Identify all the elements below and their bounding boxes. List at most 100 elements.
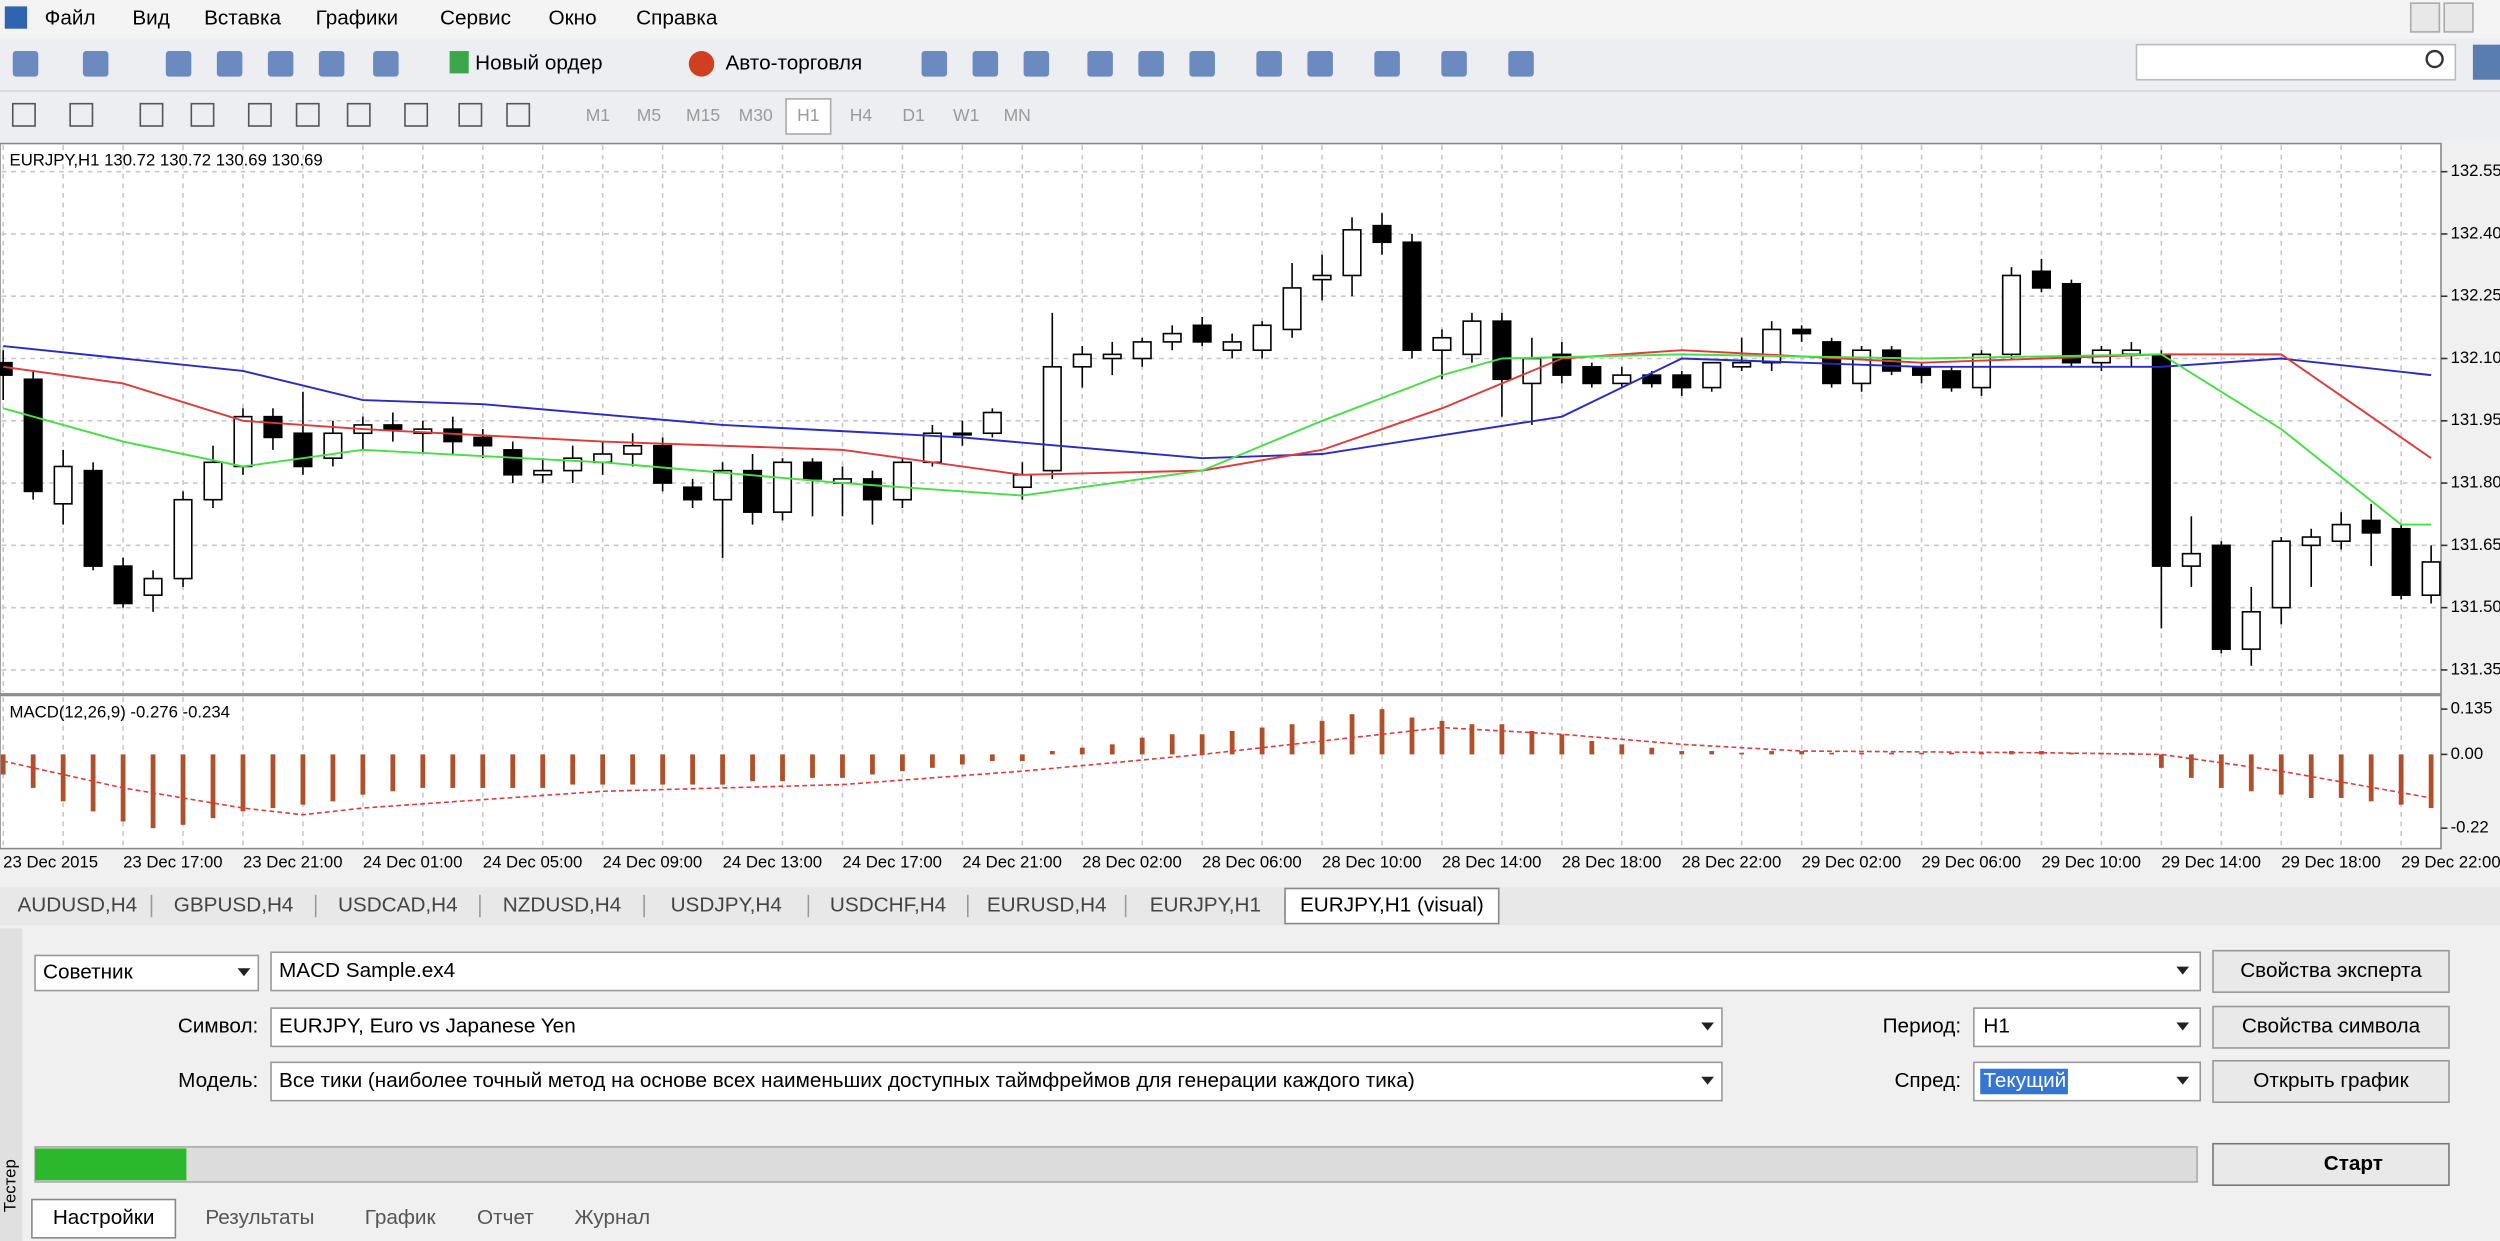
tool-icon[interactable] bbox=[295, 102, 320, 127]
toolbar-icon[interactable] bbox=[1189, 51, 1215, 77]
toolbar-icon[interactable] bbox=[1508, 51, 1534, 77]
candle-body bbox=[113, 565, 133, 605]
model-select[interactable] bbox=[270, 1061, 1723, 1102]
chart-tab[interactable]: USDCAD,H4 bbox=[338, 893, 458, 916]
tool-icon[interactable] bbox=[247, 102, 272, 127]
macd-bar bbox=[1289, 724, 1295, 755]
candle-body bbox=[683, 486, 703, 501]
toolbar-icon[interactable] bbox=[318, 51, 345, 77]
open-chart-text: Открыть график bbox=[2253, 1069, 2409, 1092]
menu-item[interactable]: Файл bbox=[45, 7, 96, 30]
menu-item[interactable]: Вставка bbox=[204, 7, 281, 30]
tester-tab[interactable]: График bbox=[365, 1206, 437, 1229]
candle-body bbox=[1252, 324, 1272, 352]
macd-bar bbox=[180, 754, 186, 825]
model-label: Модель: bbox=[178, 1069, 258, 1092]
chart-tab[interactable]: USDJPY,H4 bbox=[671, 893, 782, 916]
open-chart-button[interactable] bbox=[2212, 1059, 2450, 1104]
restore-button[interactable] bbox=[2443, 2, 2474, 33]
toolbar-icon[interactable] bbox=[1087, 51, 1113, 77]
chart-tab[interactable]: EURUSD,H4 bbox=[987, 893, 1107, 916]
chart-tab[interactable]: USDCHF,H4 bbox=[830, 893, 946, 916]
tool-icon[interactable] bbox=[190, 102, 215, 127]
macd-bar bbox=[2039, 751, 2044, 755]
type-select[interactable] bbox=[34, 954, 260, 992]
expert-properties-button[interactable] bbox=[2212, 949, 2450, 993]
toolbar-icon[interactable] bbox=[216, 51, 243, 77]
menu-item[interactable]: Справка bbox=[636, 7, 718, 30]
candle-body bbox=[0, 361, 13, 376]
macd-bar bbox=[1139, 737, 1145, 755]
menu-item[interactable]: Графики bbox=[316, 7, 398, 30]
toolbar-icon[interactable] bbox=[1023, 51, 1050, 77]
chart-tab[interactable]: EURJPY,H1 (visual) bbox=[1300, 893, 1484, 916]
timeframe-button[interactable]: M5 bbox=[637, 105, 662, 125]
expert-select[interactable] bbox=[270, 951, 2202, 992]
tool-icon[interactable] bbox=[11, 102, 36, 127]
toolbar-icon[interactable] bbox=[1441, 51, 1467, 77]
timeframe-button[interactable]: H4 bbox=[850, 105, 873, 125]
toolbar-icon[interactable] bbox=[267, 51, 294, 77]
timeframe-button[interactable]: M30 bbox=[739, 105, 773, 125]
tester-tab[interactable]: Настройки bbox=[53, 1206, 155, 1229]
toolbar-icon[interactable] bbox=[1138, 51, 1164, 77]
candle-body bbox=[443, 428, 463, 443]
macd-bar bbox=[540, 754, 546, 788]
tester-tab-active[interactable] bbox=[31, 1198, 177, 1239]
toolbar-icon[interactable] bbox=[1256, 51, 1282, 77]
chart-tab[interactable]: AUDUSD,H4 bbox=[17, 893, 137, 916]
tab-active[interactable] bbox=[1284, 887, 1500, 925]
toolbar-icon[interactable] bbox=[1374, 51, 1400, 77]
menu-item[interactable]: Окно bbox=[548, 7, 596, 30]
timeframe-button[interactable]: D1 bbox=[902, 105, 924, 125]
toolbar-icon[interactable] bbox=[82, 51, 109, 77]
macd-bar bbox=[900, 754, 905, 772]
chart-tab[interactable]: NZDUSD,H4 bbox=[503, 893, 622, 916]
timeframe-button[interactable]: M15 bbox=[686, 105, 720, 125]
toolbar-icon[interactable] bbox=[373, 51, 399, 77]
symbol-properties-text: Свойства символа bbox=[2242, 1015, 2421, 1038]
macd-bar bbox=[420, 754, 426, 788]
tool-icon[interactable] bbox=[346, 102, 371, 127]
macd-bar bbox=[2188, 754, 2194, 778]
tester-tab[interactable]: Журнал bbox=[574, 1206, 650, 1229]
menu-item[interactable]: Сервис bbox=[440, 7, 511, 30]
candle-body bbox=[1162, 332, 1182, 343]
macd-y-tick-label: 0.00 bbox=[2451, 744, 2484, 763]
chart-tab[interactable]: EURJPY,H1 bbox=[1150, 893, 1261, 916]
toolbar-icon[interactable] bbox=[972, 51, 999, 77]
new-order-button[interactable]: Новый ордер bbox=[475, 51, 602, 74]
toolbar-icon[interactable] bbox=[1307, 51, 1333, 77]
macd-bar bbox=[1889, 752, 1894, 755]
tool-icon[interactable] bbox=[69, 102, 94, 127]
chart-tab[interactable]: GBPUSD,H4 bbox=[174, 893, 294, 916]
search-box[interactable] bbox=[2135, 43, 2457, 81]
timeframe-button[interactable]: MN bbox=[1004, 105, 1031, 125]
symbol-properties-button[interactable] bbox=[2212, 1005, 2450, 1049]
minimize-button[interactable] bbox=[2409, 2, 2441, 33]
candle-body bbox=[922, 432, 942, 464]
period-select[interactable] bbox=[1973, 1007, 2202, 1048]
macd-bar bbox=[1799, 751, 1805, 755]
tester-tab[interactable]: Отчет bbox=[477, 1206, 534, 1229]
tool-icon[interactable] bbox=[404, 102, 429, 127]
timeframe-button[interactable]: M1 bbox=[586, 105, 610, 125]
timeframe-button[interactable]: W1 bbox=[953, 105, 979, 125]
menu-item[interactable]: Вид bbox=[132, 7, 169, 30]
candle-body bbox=[1372, 224, 1392, 244]
auto-trading-button[interactable]: Авто-торговля bbox=[725, 51, 862, 74]
timeframe-button[interactable]: H1 bbox=[797, 105, 819, 125]
y-tick-label: 132.25 bbox=[2451, 286, 2500, 305]
toolbar-icon[interactable] bbox=[12, 51, 39, 77]
start-button[interactable] bbox=[2212, 1142, 2450, 1186]
symbol-select[interactable] bbox=[270, 1007, 1723, 1048]
macd-bar bbox=[1619, 744, 1625, 755]
tool-icon[interactable] bbox=[139, 102, 164, 127]
tool-icon[interactable] bbox=[458, 102, 483, 127]
macd-bar bbox=[1469, 724, 1475, 755]
tester-tab[interactable]: Результаты bbox=[205, 1206, 314, 1229]
tool-icon[interactable] bbox=[506, 102, 531, 127]
toolbar-icon[interactable] bbox=[921, 51, 948, 77]
toolbar-icon[interactable] bbox=[165, 51, 192, 77]
